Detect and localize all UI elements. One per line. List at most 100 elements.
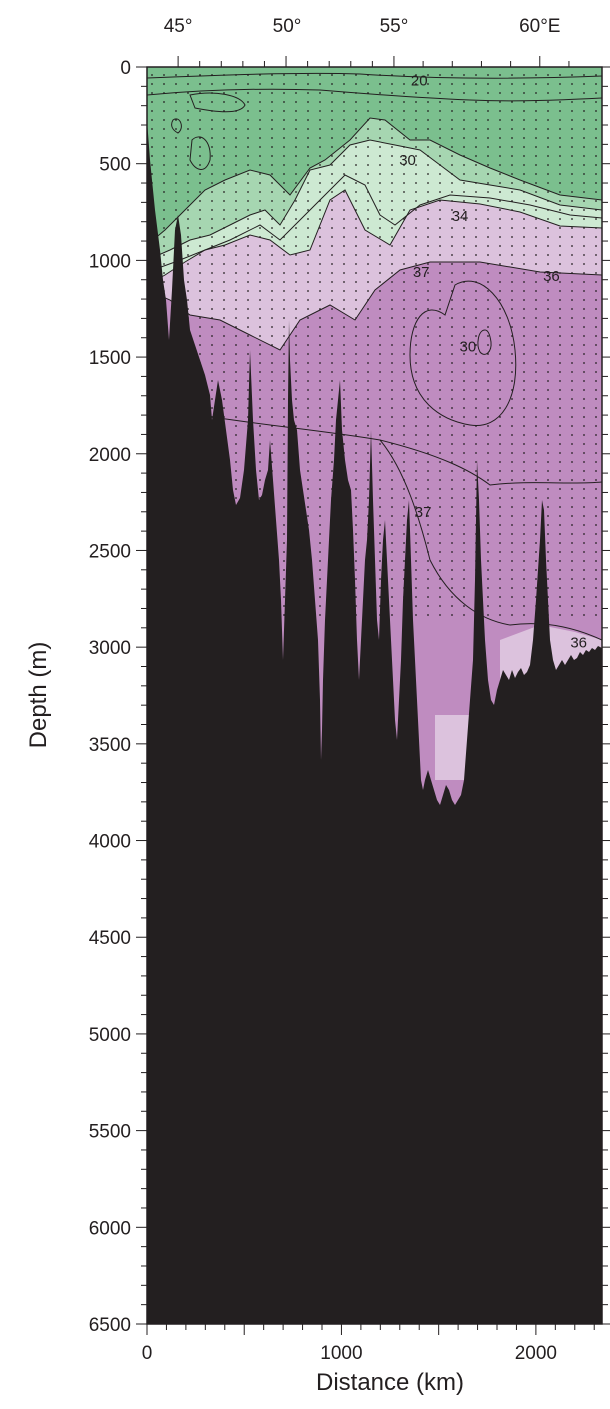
sample-dot	[223, 371, 225, 373]
sample-dot	[343, 371, 345, 373]
sample-dot	[355, 137, 357, 139]
sample-dot	[547, 524, 549, 526]
sample-dot	[451, 596, 453, 598]
sample-dot	[319, 497, 321, 499]
sample-dot	[511, 344, 513, 346]
sample-dot	[367, 425, 369, 427]
sample-dot	[547, 452, 549, 454]
sample-dot	[355, 182, 357, 184]
sample-dot	[379, 155, 381, 157]
sample-dot	[535, 488, 537, 490]
sample-dot	[499, 164, 501, 166]
sample-dot	[247, 299, 249, 301]
sample-dot	[199, 218, 201, 220]
sample-dot	[547, 398, 549, 400]
sample-dot	[571, 119, 573, 121]
sample-dot	[235, 407, 237, 409]
sample-dot	[163, 281, 165, 283]
sample-dot	[511, 299, 513, 301]
sample-dot	[511, 578, 513, 580]
sample-dot	[295, 281, 297, 283]
sample-dot	[523, 254, 525, 256]
sample-dot	[427, 371, 429, 373]
sample-dot	[571, 236, 573, 238]
sample-dot	[199, 344, 201, 346]
sample-dot	[259, 137, 261, 139]
sample-dot	[403, 380, 405, 382]
sample-dot	[439, 560, 441, 562]
y-tick-label: 4500	[89, 928, 131, 949]
sample-dot	[199, 236, 201, 238]
sample-dot	[427, 290, 429, 292]
sample-dot	[391, 236, 393, 238]
sample-dot	[571, 614, 573, 616]
sample-dot	[487, 452, 489, 454]
sample-dot	[547, 425, 549, 427]
sample-dot	[355, 524, 357, 526]
sample-dot	[235, 416, 237, 418]
sample-dot	[487, 218, 489, 220]
sample-dot	[523, 119, 525, 121]
sample-dot	[595, 254, 597, 256]
sample-dot	[379, 281, 381, 283]
sample-dot	[259, 371, 261, 373]
sample-dot	[319, 245, 321, 247]
sample-dot	[379, 425, 381, 427]
sample-dot	[439, 83, 441, 85]
sample-dot	[559, 398, 561, 400]
sample-dot	[175, 155, 177, 157]
sample-dot	[355, 236, 357, 238]
sample-dot	[223, 389, 225, 391]
sample-dot	[379, 416, 381, 418]
sample-dot	[583, 209, 585, 211]
sample-dot	[355, 479, 357, 481]
sample-dot	[307, 200, 309, 202]
sample-dot	[571, 587, 573, 589]
sample-dot	[163, 218, 165, 220]
sample-dot	[439, 542, 441, 544]
sample-dot	[451, 227, 453, 229]
sample-dot	[247, 263, 249, 265]
sample-dot	[235, 488, 237, 490]
sample-dot	[463, 173, 465, 175]
sample-dot	[427, 218, 429, 220]
sample-dot	[187, 101, 189, 103]
sample-dot	[343, 434, 345, 436]
sample-dot	[523, 425, 525, 427]
sample-dot	[403, 308, 405, 310]
sample-dot	[283, 389, 285, 391]
sample-dot	[355, 299, 357, 301]
sample-dot	[295, 299, 297, 301]
sample-dot	[583, 191, 585, 193]
x-tick-label: 2000	[515, 1343, 557, 1364]
sample-dot	[559, 137, 561, 139]
sample-dot	[559, 326, 561, 328]
sample-dot	[571, 362, 573, 364]
sample-dot	[235, 461, 237, 463]
sample-dot	[439, 524, 441, 526]
sample-dot	[259, 83, 261, 85]
sample-dot	[283, 236, 285, 238]
sample-dot	[415, 218, 417, 220]
sample-dot	[463, 92, 465, 94]
sample-dot	[211, 344, 213, 346]
sample-dot	[475, 425, 477, 427]
sample-dot	[547, 209, 549, 211]
sample-dot	[583, 344, 585, 346]
sample-dot	[379, 515, 381, 517]
sample-dot	[559, 587, 561, 589]
sample-dot	[463, 191, 465, 193]
sample-dot	[391, 443, 393, 445]
sample-dot	[223, 245, 225, 247]
sample-dot	[523, 596, 525, 598]
sample-dot	[427, 245, 429, 247]
sample-dot	[367, 200, 369, 202]
sample-dot	[283, 110, 285, 112]
sample-dot	[319, 218, 321, 220]
sample-dot	[583, 488, 585, 490]
sample-dot	[535, 263, 537, 265]
sample-dot	[223, 137, 225, 139]
sample-dot	[307, 290, 309, 292]
sample-dot	[211, 92, 213, 94]
sample-dot	[211, 209, 213, 211]
